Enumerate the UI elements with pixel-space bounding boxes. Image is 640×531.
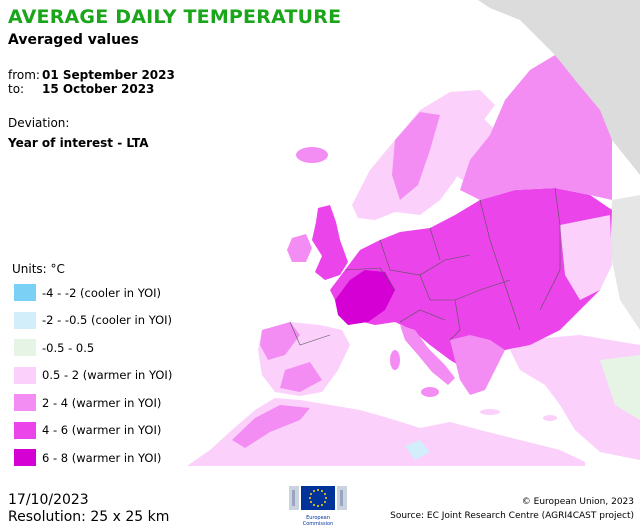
logo-line2: Commission bbox=[303, 521, 334, 527]
iberia-warm-south bbox=[280, 362, 322, 392]
continental-europe bbox=[330, 188, 612, 372]
balkans-greece bbox=[450, 335, 505, 395]
from-value: 01 September 2023 bbox=[42, 68, 175, 82]
north-africa-cool-patch bbox=[405, 440, 430, 460]
legend-label: -4 - -2 (cooler in YOI) bbox=[42, 285, 162, 300]
legend-item: 4 - 6 (warmer in YOI) bbox=[14, 417, 172, 445]
legend-item: -0.5 - 0.5 bbox=[14, 334, 172, 362]
legend-swatch bbox=[14, 284, 36, 302]
sardinia bbox=[390, 350, 400, 370]
france-hotspot bbox=[335, 270, 395, 325]
period-from: from: 01 September 2023 bbox=[8, 68, 175, 82]
legend-item: 0.5 - 2 (warmer in YOI) bbox=[14, 362, 172, 390]
legend-item: -4 - -2 (cooler in YOI) bbox=[14, 279, 172, 307]
legend-label: 2 - 4 (warmer in YOI) bbox=[42, 395, 162, 410]
deviation-value: Year of interest - LTA bbox=[8, 136, 149, 150]
western-russia bbox=[460, 55, 612, 200]
logo-line1: European bbox=[306, 515, 330, 521]
european-commission-logo: European Commission bbox=[289, 486, 347, 527]
to-label: to: bbox=[8, 82, 25, 96]
sicily bbox=[421, 387, 439, 397]
outside-domain-area bbox=[478, 0, 640, 175]
east-light-band bbox=[560, 215, 612, 300]
map-title: AVERAGE DAILY TEMPERATURE bbox=[8, 6, 342, 28]
iberia-warm-west bbox=[260, 322, 300, 360]
legend-units: Units: °C bbox=[12, 262, 65, 276]
legend-item: 6 - 8 (warmer in YOI) bbox=[14, 444, 172, 472]
legend-label: -0.5 - 0.5 bbox=[42, 340, 95, 355]
legend: -4 - -2 (cooler in YOI) -2 - -0.5 (coole… bbox=[14, 279, 172, 472]
legend-swatch bbox=[14, 339, 36, 357]
legend-swatch bbox=[14, 366, 36, 384]
north-africa-warm-strip bbox=[232, 405, 310, 448]
ireland bbox=[287, 234, 312, 262]
country-borders bbox=[289, 187, 561, 346]
cyprus bbox=[543, 415, 557, 421]
deviation-label: Deviation: bbox=[8, 116, 70, 130]
east-neutral-patch bbox=[600, 355, 640, 420]
copyright: © European Union, 2023 bbox=[521, 497, 634, 507]
great-britain bbox=[312, 205, 348, 280]
legend-swatch bbox=[14, 421, 36, 439]
legend-label: 6 - 8 (warmer in YOI) bbox=[42, 450, 162, 465]
italy bbox=[400, 325, 455, 385]
scandinavia-warm-band bbox=[392, 112, 440, 200]
legend-swatch bbox=[14, 394, 36, 412]
outside-domain-east bbox=[610, 195, 640, 330]
period-to: to: 15 October 2023 bbox=[8, 82, 154, 96]
legend-swatch bbox=[14, 311, 36, 329]
iceland bbox=[296, 147, 328, 163]
resolution: Resolution: 25 x 25 km bbox=[8, 509, 170, 525]
data-source: Source: EC Joint Research Centre (AGRI4C… bbox=[390, 511, 634, 521]
legend-item: 2 - 4 (warmer in YOI) bbox=[14, 389, 172, 417]
legend-swatch bbox=[14, 449, 36, 467]
eu-stars-icon bbox=[309, 489, 327, 507]
legend-label: 0.5 - 2 (warmer in YOI) bbox=[42, 368, 173, 383]
to-value: 15 October 2023 bbox=[42, 82, 155, 96]
crete bbox=[480, 409, 500, 415]
legend-label: -2 - -0.5 (cooler in YOI) bbox=[42, 313, 173, 328]
legend-item: -2 - -0.5 (cooler in YOI) bbox=[14, 307, 172, 335]
from-label: from: bbox=[8, 68, 40, 82]
legend-label: 4 - 6 (warmer in YOI) bbox=[42, 423, 162, 438]
map-subtitle: Averaged values bbox=[8, 32, 139, 48]
issue-date: 17/10/2023 bbox=[8, 492, 89, 508]
